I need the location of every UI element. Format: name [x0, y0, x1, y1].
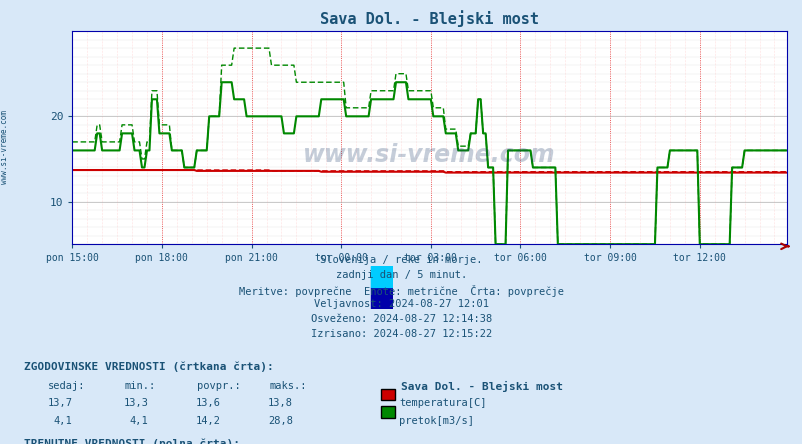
- Polygon shape: [371, 288, 393, 309]
- Polygon shape: [371, 266, 393, 288]
- Text: min.:: min.:: [124, 381, 156, 391]
- Text: ZGODOVINSKE VREDNOSTI (črtkana črta):: ZGODOVINSKE VREDNOSTI (črtkana črta):: [24, 362, 273, 373]
- Text: Veljavnost: 2024-08-27 12:01: Veljavnost: 2024-08-27 12:01: [314, 299, 488, 309]
- Text: Slovenija / reke in morje.: Slovenija / reke in morje.: [320, 255, 482, 266]
- Text: 13,6: 13,6: [196, 398, 221, 408]
- Text: 28,8: 28,8: [268, 416, 293, 426]
- Title: Sava Dol. - Blejski most: Sava Dol. - Blejski most: [320, 10, 538, 27]
- Text: www.si-vreme.com: www.si-vreme.com: [0, 110, 9, 183]
- Text: Meritve: povprečne  Enote: metrične  Črta: povprečje: Meritve: povprečne Enote: metrične Črta:…: [239, 285, 563, 297]
- Text: TRENUTNE VREDNOSTI (polna črta):: TRENUTNE VREDNOSTI (polna črta):: [24, 438, 240, 444]
- Text: 4,1: 4,1: [130, 416, 148, 426]
- Text: pretok[m3/s]: pretok[m3/s]: [399, 416, 473, 426]
- Polygon shape: [371, 266, 393, 288]
- Text: 14,2: 14,2: [196, 416, 221, 426]
- Text: maks.:: maks.:: [269, 381, 306, 391]
- Text: Sava Dol. - Blejski most: Sava Dol. - Blejski most: [401, 381, 563, 392]
- Text: Osveženo: 2024-08-27 12:14:38: Osveženo: 2024-08-27 12:14:38: [310, 314, 492, 324]
- Text: 13,7: 13,7: [47, 398, 72, 408]
- Text: 13,8: 13,8: [268, 398, 293, 408]
- Text: sedaj:: sedaj:: [48, 381, 86, 391]
- Text: Izrisano: 2024-08-27 12:15:22: Izrisano: 2024-08-27 12:15:22: [310, 329, 492, 339]
- Text: zadnji dan / 5 minut.: zadnji dan / 5 minut.: [335, 270, 467, 280]
- Text: 13,3: 13,3: [124, 398, 148, 408]
- Text: temperatura[C]: temperatura[C]: [399, 398, 486, 408]
- Text: www.si-vreme.com: www.si-vreme.com: [303, 143, 555, 166]
- Text: 4,1: 4,1: [54, 416, 72, 426]
- Text: povpr.:: povpr.:: [196, 381, 240, 391]
